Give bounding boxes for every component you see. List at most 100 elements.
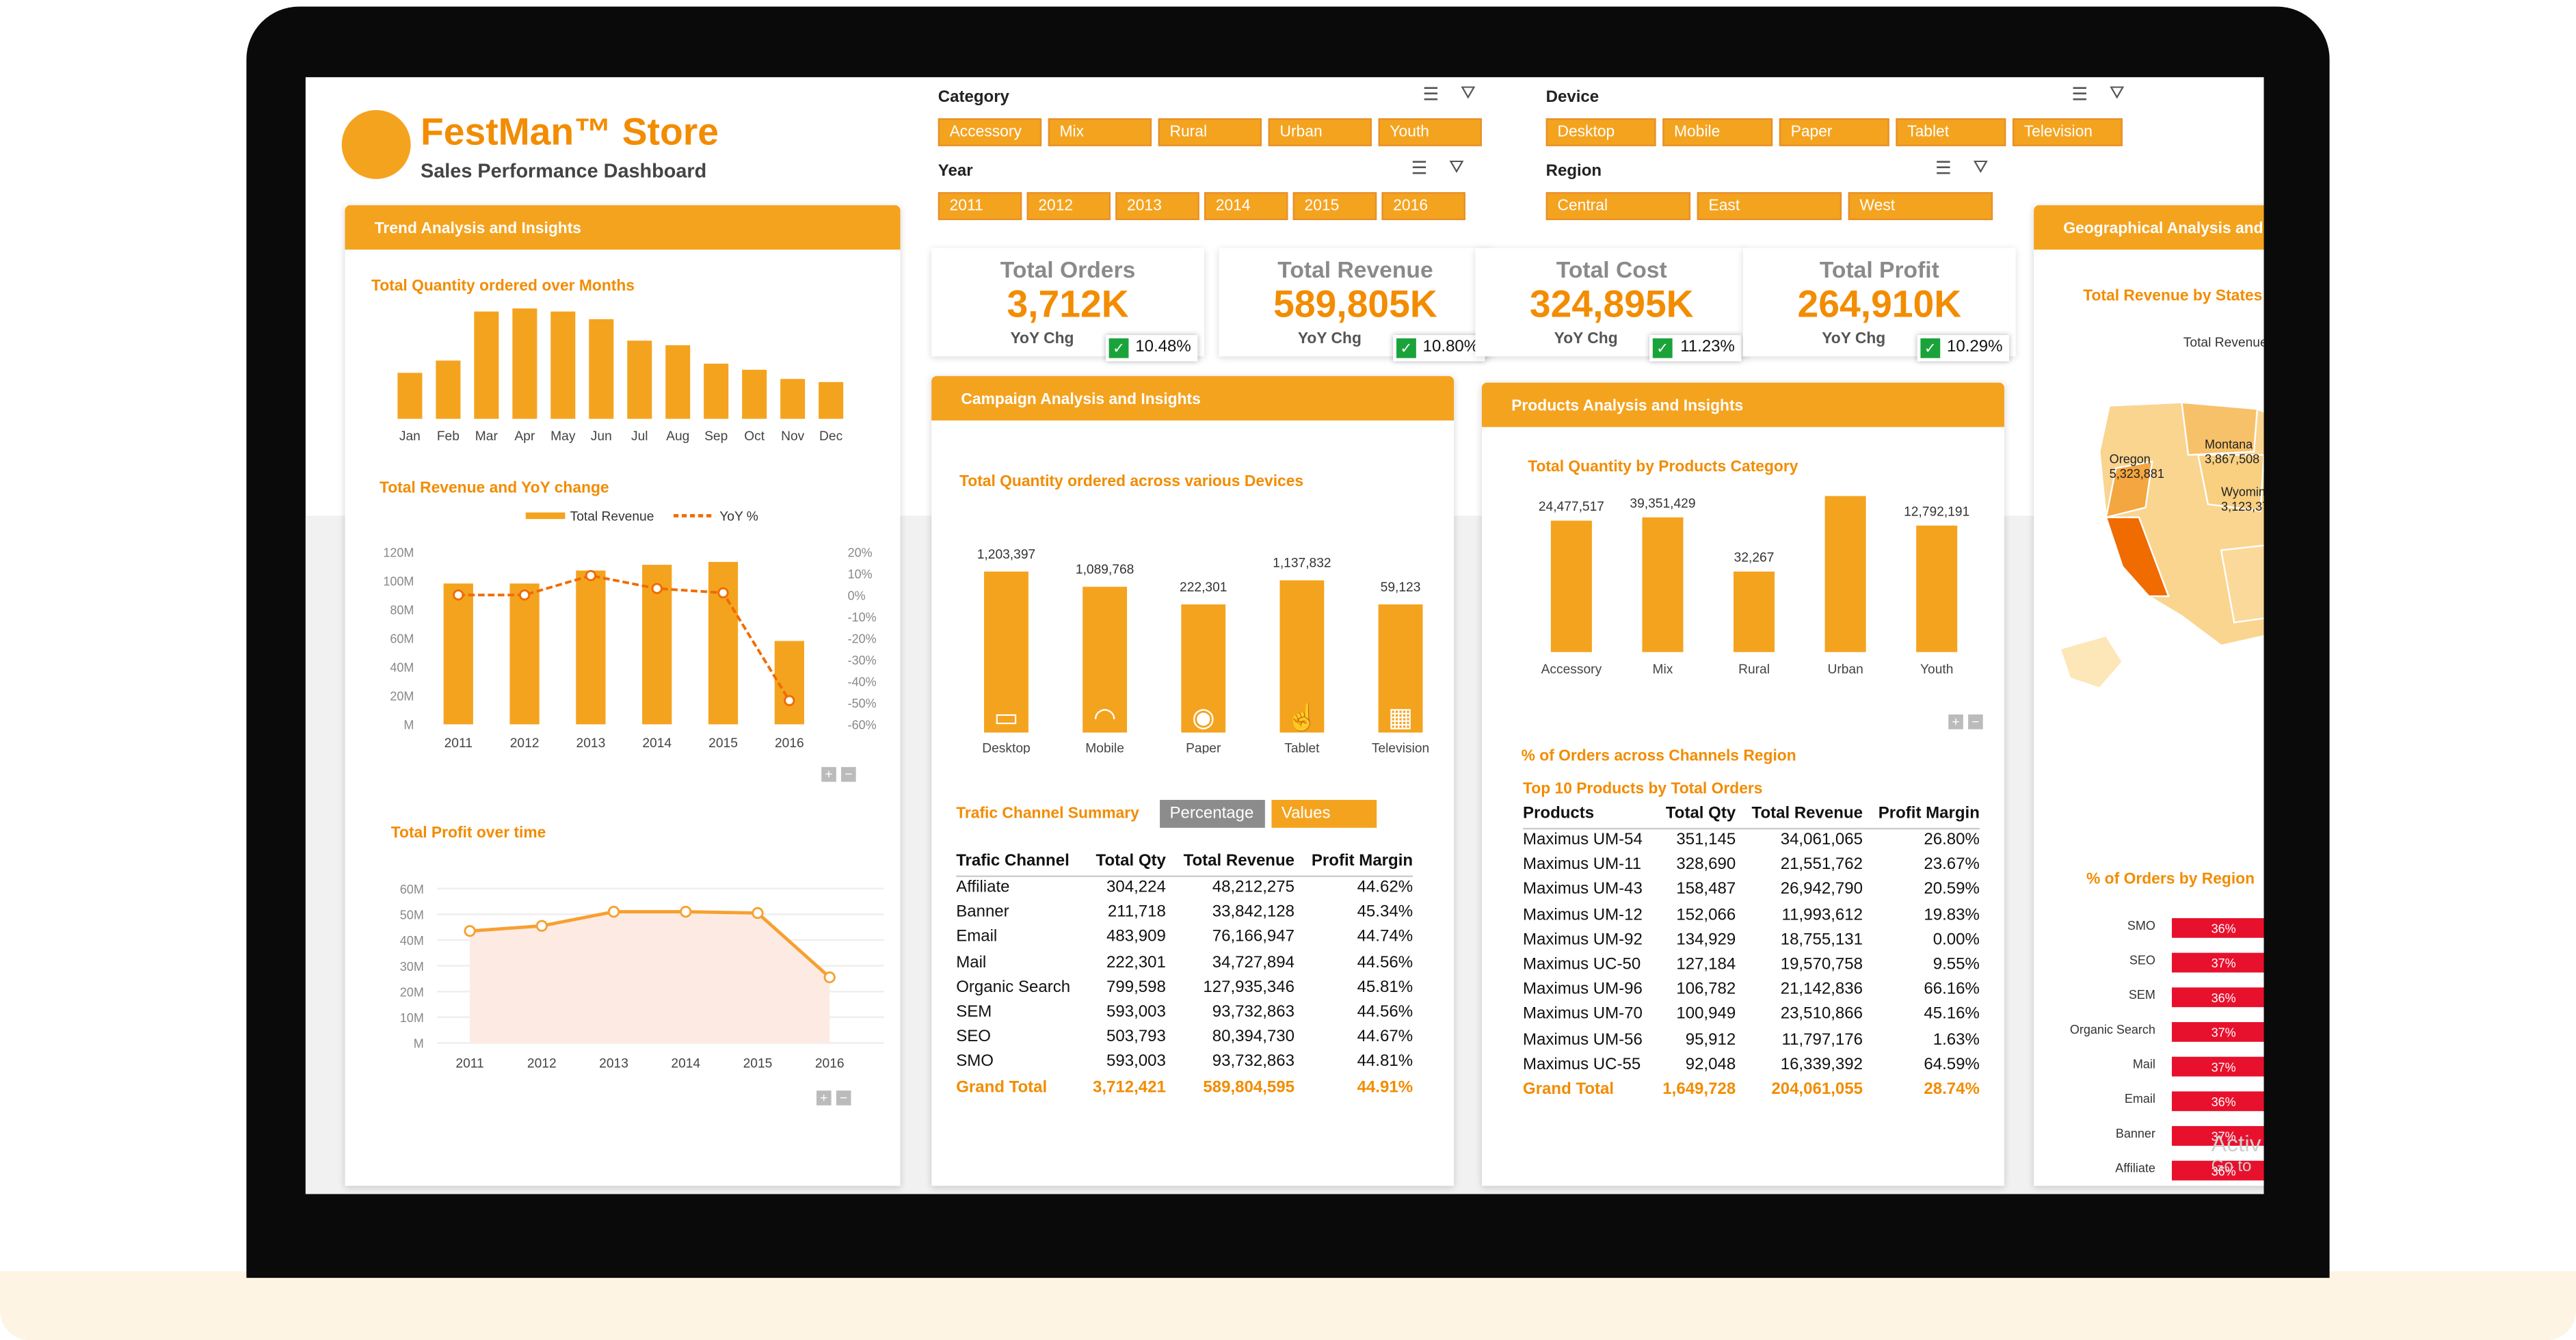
clear-filter-icon[interactable]: ⛛ <box>1460 83 1476 104</box>
clear-filter-icon[interactable]: ⛛ <box>2109 83 2125 104</box>
y2-tick-label: -30% <box>848 654 877 667</box>
map-legend: Total Revenue <box>2183 335 2264 350</box>
category-chip-mix[interactable]: Mix <box>1048 118 1152 146</box>
table-row: Email 483,909 76,166,947 44.74% <box>956 925 1413 950</box>
table-cell: Grand Total <box>956 1078 1048 1097</box>
table-cell: 23,510,866 <box>1780 1006 1863 1024</box>
product-tick-label: Mix <box>1653 662 1673 677</box>
table-cell: 16,339,392 <box>1780 1056 1863 1074</box>
values-button[interactable]: Values <box>1271 799 1377 828</box>
device-chip-television[interactable]: Television <box>2012 118 2123 146</box>
table-cell: 11,797,176 <box>1781 1030 1863 1049</box>
month-bar <box>665 345 691 419</box>
collapse-icon[interactable]: − <box>1968 714 1983 729</box>
column-header: Products <box>1523 801 1649 829</box>
profit-area-chart: 60M 50M 40M 30M 20M 10M M 2011 2012 2013 2014 2015 2… <box>400 883 884 1071</box>
expand-icon[interactable]: + <box>1948 714 1963 729</box>
table-cell: 211,718 <box>1107 903 1166 922</box>
table-cell: 503,793 <box>1106 1028 1166 1047</box>
table-cell: 100,949 <box>1676 1006 1736 1024</box>
region-bar <box>2171 1160 2264 1181</box>
region-chip-central[interactable]: Central <box>1545 192 1691 220</box>
y-tick-label: M <box>414 1037 424 1051</box>
table-row: Maximus UM-12 152,066 11,993,612 19.83% <box>1523 902 1980 927</box>
device-chip-desktop[interactable]: Desktop <box>1545 118 1656 146</box>
y-tick-label: 40M <box>400 934 424 948</box>
kpi-yoy-label: YoY Chg <box>1822 330 1886 349</box>
category-chip-rural[interactable]: Rural <box>1158 118 1262 146</box>
map-label-montana: Montana 3,867,508 <box>2205 437 2260 467</box>
category-chip-accessory[interactable]: Accessory <box>938 118 1042 146</box>
y-tick-label: 120M <box>383 546 414 559</box>
table-row: Maximus UM-92 134,929 18,755,131 0.00% <box>1523 928 1980 952</box>
year-slicer-title: Year <box>938 162 973 181</box>
expand-icon[interactable]: + <box>821 766 836 782</box>
y-tick-label: 80M <box>390 603 414 617</box>
expand-icon[interactable]: + <box>816 1090 832 1106</box>
multi-select-icon[interactable]: ☰ <box>1422 85 1439 105</box>
y2-tick-label: -20% <box>848 632 877 646</box>
table-cell: 304,224 <box>1106 879 1166 898</box>
y-tick-label: 60M <box>400 883 424 896</box>
year-chip-2016[interactable]: 2016 <box>1381 192 1465 220</box>
collapse-icon[interactable]: − <box>836 1090 851 1106</box>
device-chip-mobile[interactable]: Mobile <box>1662 118 1773 146</box>
column-header: Trafic Channel <box>956 849 1078 876</box>
yoy-point <box>651 582 663 594</box>
multi-select-icon[interactable]: ☰ <box>1935 159 1952 179</box>
revenue-bar <box>708 561 739 725</box>
table-cell: 76,166,947 <box>1212 928 1295 947</box>
clear-filter-icon[interactable]: ⛛ <box>1448 157 1465 178</box>
device-tick-label: Tablet <box>1284 741 1320 753</box>
y2-tick-label: 10% <box>848 567 873 581</box>
region-tick-label: Mail <box>2133 1058 2155 1071</box>
category-chip-youth[interactable]: Youth <box>1378 118 1482 146</box>
year-tick-label: 2015 <box>743 1057 773 1071</box>
year-chip-2012[interactable]: 2012 <box>1026 192 1111 220</box>
yoy-point <box>518 589 531 601</box>
multi-select-icon[interactable]: ☰ <box>2071 85 2088 105</box>
percentage-button[interactable]: Percentage <box>1160 799 1265 828</box>
year-tick-label: 2012 <box>510 736 540 747</box>
table-cell: SEM <box>956 1003 992 1022</box>
collapse-icon[interactable]: − <box>841 766 856 782</box>
table-cell: 45.34% <box>1357 903 1413 922</box>
table-cell: 18,755,131 <box>1780 930 1863 950</box>
activation-watermark: Activ <box>2211 1129 2261 1157</box>
category-chip-urban[interactable]: Urban <box>1268 118 1372 146</box>
grand-total-row: Grand Total 3,712,421 589,804,595 44.91% <box>956 1075 1413 1099</box>
kpi-yoy-box: ✓ 10.48% <box>1105 335 1198 362</box>
month-tick-label: Jul <box>631 429 648 444</box>
clear-filter-icon[interactable]: ⛛ <box>1973 157 1989 178</box>
year-chip-2013[interactable]: 2013 <box>1115 192 1199 220</box>
yoy-point <box>784 695 795 706</box>
profit-point <box>607 905 620 918</box>
table-row: Maximus UM-70 100,949 23,510,866 45.16% <box>1523 1002 1980 1027</box>
table-cell: 64.59% <box>1924 1056 1980 1074</box>
multi-select-icon[interactable]: ☰ <box>1411 159 1428 179</box>
campaign-panel-header: Campaign Analysis and Insights <box>931 376 1455 421</box>
campaign-panel: Campaign Analysis and Insights Total Qua… <box>931 376 1455 1186</box>
table-row: Maximus UM-54 351,145 34,061,065 26.80% <box>1523 828 1980 853</box>
y2-tick-label: 0% <box>848 589 866 602</box>
yoy-line <box>458 574 791 701</box>
year-chip-2015[interactable]: 2015 <box>1292 192 1377 220</box>
table-row: SMO 593,003 93,732,863 44.81% <box>956 1050 1413 1075</box>
device-slicer-title: Device <box>1545 88 1599 107</box>
kpi-title: Total Profit <box>1819 256 1939 283</box>
region-chip-west[interactable]: West <box>1848 192 1993 220</box>
region-tick-label: Organic Search <box>2070 1023 2155 1036</box>
device-chip-paper[interactable]: Paper <box>1779 118 1889 146</box>
month-bar <box>436 360 461 419</box>
table-cell: 799,598 <box>1106 978 1166 997</box>
kpi-title: Total Revenue <box>1277 256 1433 283</box>
region-tick-label: SMO <box>2127 919 2155 933</box>
region-chip-east[interactable]: East <box>1697 192 1842 220</box>
check-icon: ✓ <box>1652 338 1673 358</box>
trend-panel-header: Trend Analysis and Insights <box>345 205 901 250</box>
brand-title: FestMan™ Store <box>421 109 719 153</box>
device-chip-tablet[interactable]: Tablet <box>1896 118 2006 146</box>
year-chip-2011[interactable]: 2011 <box>938 192 1022 220</box>
year-chip-2014[interactable]: 2014 <box>1204 192 1288 220</box>
